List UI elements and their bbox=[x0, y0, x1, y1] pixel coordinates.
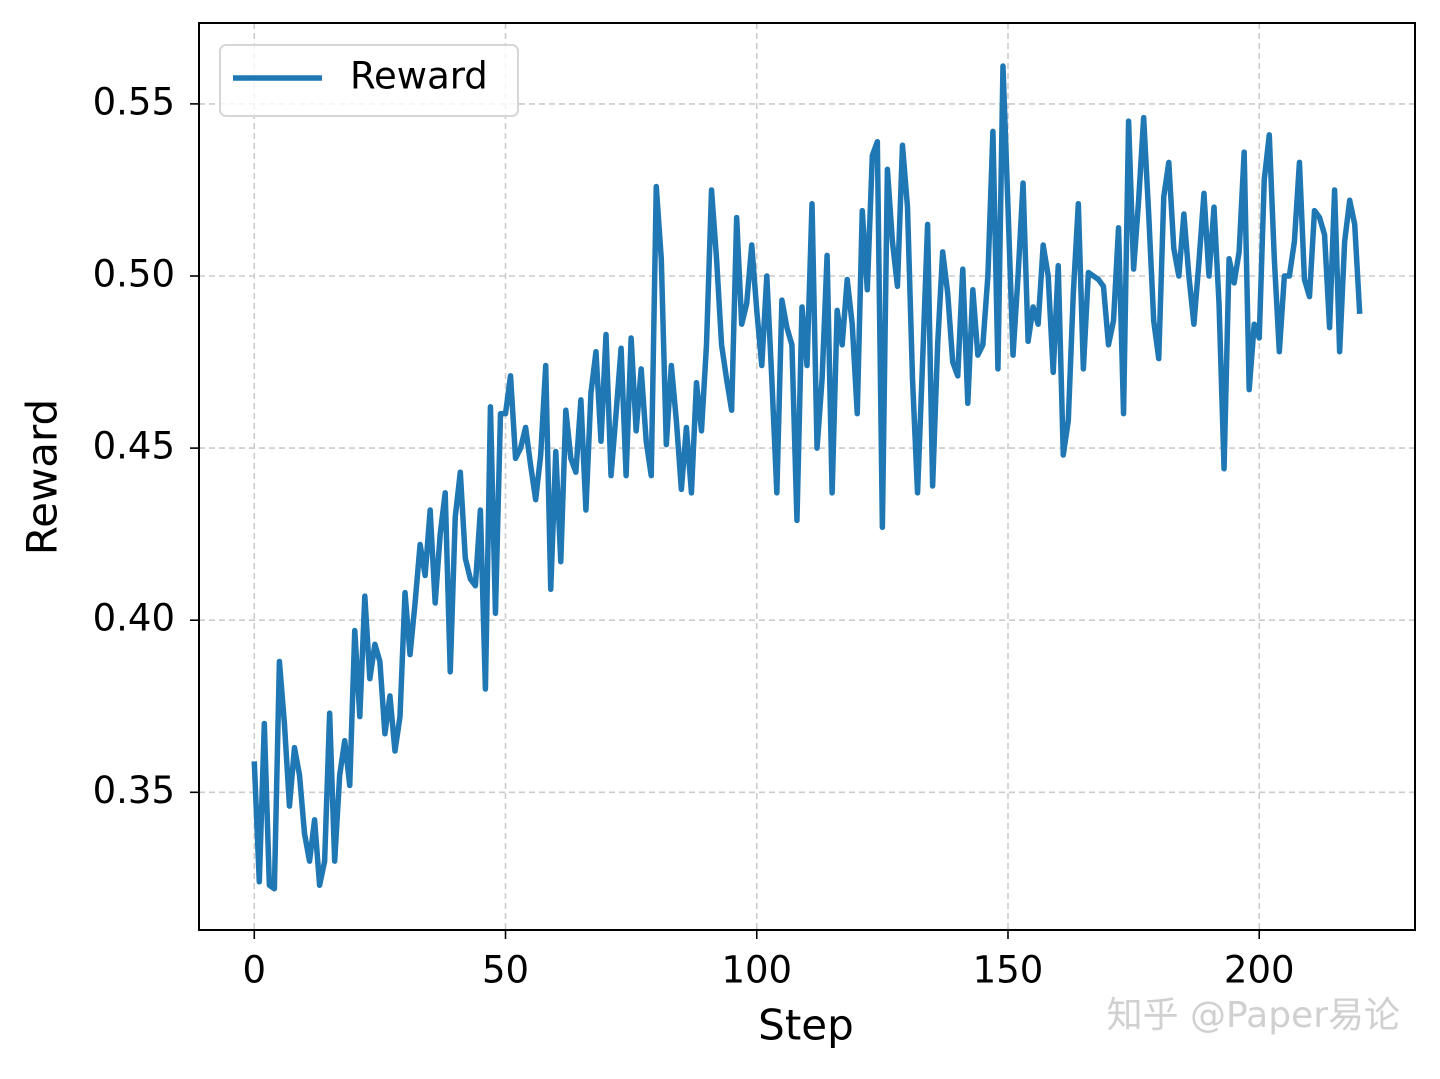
y-tick-label: 0.45 bbox=[93, 425, 175, 468]
x-tick-label: 100 bbox=[721, 949, 792, 992]
y-axis-label: Reward bbox=[18, 399, 67, 555]
y-tick-label: 0.50 bbox=[93, 252, 175, 295]
y-tick-label: 0.55 bbox=[93, 80, 175, 123]
line-series bbox=[251, 63, 1363, 892]
x-tick-label: 0 bbox=[242, 949, 266, 992]
watermark: 知乎 @Paper易论 bbox=[1107, 995, 1400, 1036]
legend-box bbox=[219, 44, 519, 117]
x-axis-label: Step bbox=[758, 1001, 854, 1050]
y-tick-label: 0.40 bbox=[93, 597, 175, 640]
y-tick-label: 0.35 bbox=[93, 769, 175, 812]
axes-frame bbox=[198, 22, 1416, 931]
x-tick-label: 150 bbox=[973, 949, 1044, 992]
x-tick-label: 50 bbox=[482, 949, 529, 992]
x-tick-label: 200 bbox=[1224, 949, 1295, 992]
legend-label: Reward bbox=[350, 55, 488, 98]
